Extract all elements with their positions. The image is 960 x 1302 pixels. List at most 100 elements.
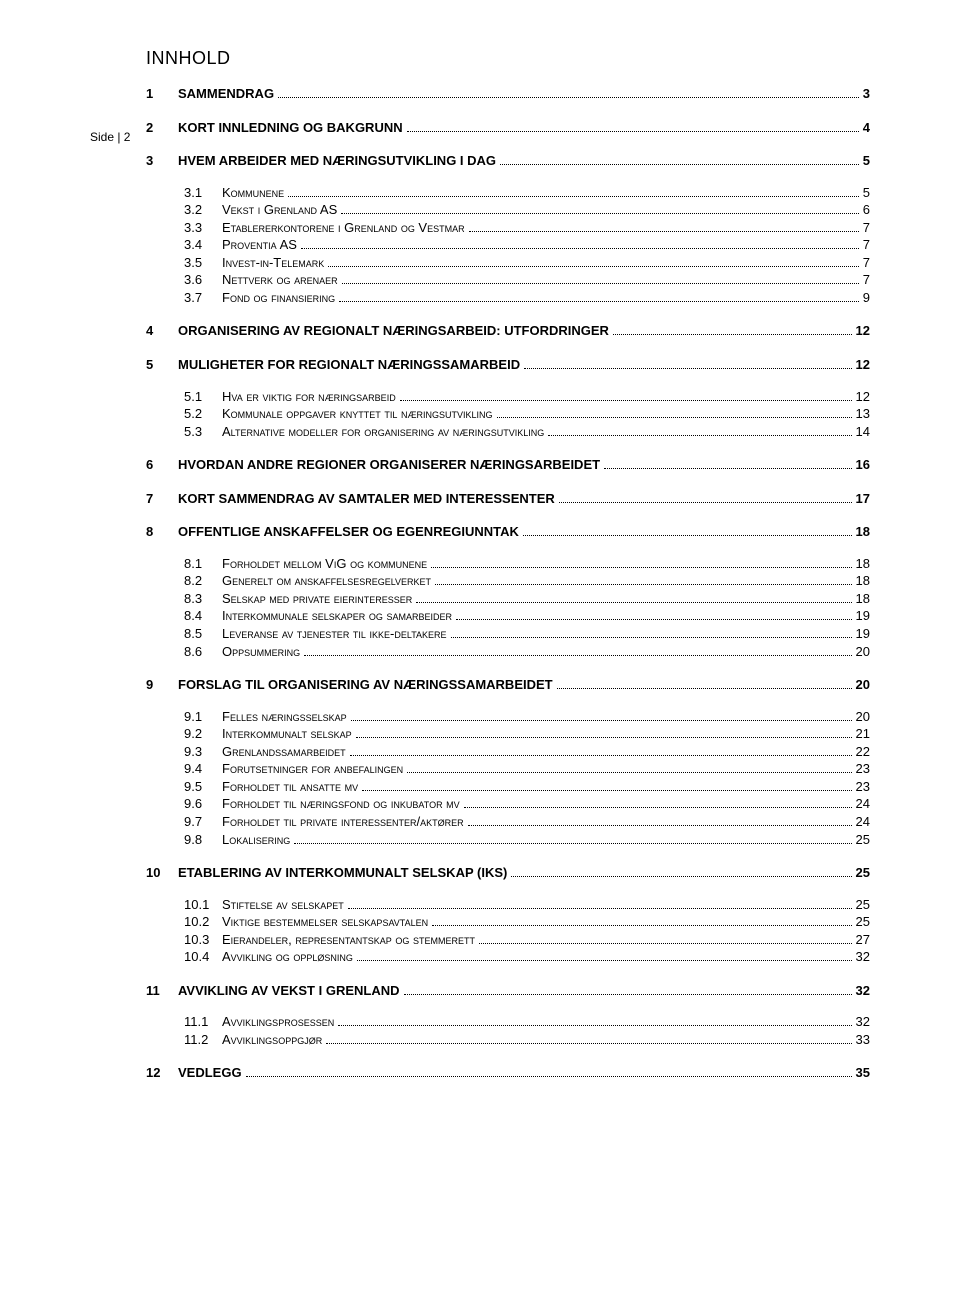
toc-number: 8.1 <box>184 555 218 573</box>
toc-page: 20 <box>856 643 870 661</box>
toc-page: 7 <box>863 271 870 289</box>
toc-row: 8.1Forholdet mellom ViG og kommunene 18 <box>184 555 870 573</box>
toc-number: 3.5 <box>184 254 218 272</box>
toc-page: 25 <box>856 913 870 931</box>
toc-number: 5.3 <box>184 423 218 441</box>
toc-number: 4 <box>146 322 174 340</box>
toc-label: Lokalisering <box>222 831 290 849</box>
toc-row: 3.5Invest-in-Telemark7 <box>184 254 870 272</box>
toc-number: 11.2 <box>184 1031 218 1049</box>
toc-leader-dots <box>338 1025 851 1026</box>
toc-page: 20 <box>856 708 870 726</box>
toc-leader-dots <box>432 925 851 926</box>
toc-row: 9.6Forholdet til næringsfond og inkubato… <box>184 795 870 813</box>
toc-row: 8.6Oppsummering20 <box>184 643 870 661</box>
toc-number: 9.5 <box>184 778 218 796</box>
toc-row: 9FORSLAG TIL ORGANISERING AV NÆRINGSSAMA… <box>146 676 870 694</box>
toc-row: 3.2Vekst i Grenland AS6 <box>184 201 870 219</box>
toc-label: Viktige bestemmelser selskapsavtalen <box>222 913 428 931</box>
toc-leader-dots <box>356 737 852 738</box>
toc-row: 10.2Viktige bestemmelser selskapsavtalen… <box>184 913 870 931</box>
toc-row: 9.3Grenlandssamarbeidet22 <box>184 743 870 761</box>
toc-number: 11.1 <box>184 1013 218 1031</box>
toc-label: KORT INNLEDNING OG BAKGRUNN <box>178 119 403 137</box>
page-title: INNHOLD <box>146 48 870 69</box>
toc-page: 9 <box>863 289 870 307</box>
toc-label: Fond og finansiering <box>222 289 335 307</box>
toc-label: SAMMENDRAG <box>178 85 274 103</box>
toc-leader-dots <box>400 400 852 401</box>
toc-label: FORSLAG TIL ORGANISERING AV NÆRINGSSAMAR… <box>178 676 553 694</box>
toc-number: 3.7 <box>184 289 218 307</box>
toc-row: 9.7Forholdet til private interessenter/a… <box>184 813 870 831</box>
toc-row: 12VEDLEGG35 <box>146 1064 870 1082</box>
toc-row: 9.1Felles næringsselskap20 <box>184 708 870 726</box>
toc-leader-dots <box>328 266 859 267</box>
toc-number: 8.4 <box>184 607 218 625</box>
toc-number: 12 <box>146 1064 174 1082</box>
toc-leader-dots <box>326 1043 851 1044</box>
toc-row: 5.2Kommunale oppgaver knyttet til næring… <box>184 405 870 423</box>
toc-number: 9.7 <box>184 813 218 831</box>
toc-number: 9.3 <box>184 743 218 761</box>
toc-label: Etablererkontorene i Grenland og Vestmar <box>222 219 465 237</box>
toc-leader-dots <box>479 943 852 944</box>
toc-label: Leveranse av tjenester til ikke-deltaker… <box>222 625 447 643</box>
toc-row: 7KORT SAMMENDRAG AV SAMTALER MED INTERES… <box>146 490 870 508</box>
toc-row: 5MULIGHETER FOR REGIONALT NÆRINGSSAMARBE… <box>146 356 870 374</box>
toc-page: 19 <box>856 607 870 625</box>
toc-row: 9.4Forutsetninger for anbefalingen23 <box>184 760 870 778</box>
toc-number: 3.6 <box>184 271 218 289</box>
toc-row: 10.3Eierandeler, representantskap og ste… <box>184 931 870 949</box>
toc-leader-dots <box>464 807 852 808</box>
toc-label: Forutsetninger for anbefalingen <box>222 760 403 778</box>
toc-number: 2 <box>146 119 174 137</box>
toc-row: 1SAMMENDRAG3 <box>146 85 870 103</box>
toc-page: 17 <box>856 490 870 508</box>
toc-leader-dots <box>294 843 851 844</box>
toc-leader-dots <box>407 772 851 773</box>
toc-page: 18 <box>856 555 870 573</box>
toc-number: 11 <box>146 982 174 1000</box>
toc-number: 9.1 <box>184 708 218 726</box>
toc-number: 1 <box>146 85 174 103</box>
toc-label: Interkommunale selskaper og samarbeider <box>222 607 452 625</box>
toc-row: 3HVEM ARBEIDER MED NÆRINGSUTVIKLING I DA… <box>146 152 870 170</box>
toc-label: Forholdet mellom ViG og kommunene <box>222 555 427 573</box>
toc-leader-dots <box>559 502 852 503</box>
toc-row: 3.3Etablererkontorene i Grenland og Vest… <box>184 219 870 237</box>
toc-row: 2KORT INNLEDNING OG BAKGRUNN4 <box>146 119 870 137</box>
toc-number: 3.4 <box>184 236 218 254</box>
toc-row: 9.8Lokalisering25 <box>184 831 870 849</box>
toc-row: 3.1Kommunene5 <box>184 184 870 202</box>
toc-row: 5.1Hva er viktig for næringsarbeid12 <box>184 388 870 406</box>
toc-page: 24 <box>856 813 870 831</box>
toc-row: 3.7Fond og finansiering 9 <box>184 289 870 307</box>
toc-label: OFFENTLIGE ANSKAFFELSER OG EGENREGIUNNTA… <box>178 523 519 541</box>
toc-page: 22 <box>856 743 870 761</box>
toc-label: Vekst i Grenland AS <box>222 201 337 219</box>
toc-row: 3.6Nettverk og arenaer7 <box>184 271 870 289</box>
toc-label: Avvikling og oppløsning <box>222 948 353 966</box>
toc-leader-dots <box>548 435 851 436</box>
toc-label: AVVIKLING AV VEKST I GRENLAND <box>178 982 400 1000</box>
toc-number: 9.2 <box>184 725 218 743</box>
toc-page: 7 <box>863 236 870 254</box>
toc-label: Avviklingsoppgjør <box>222 1031 322 1049</box>
toc-number: 3.2 <box>184 201 218 219</box>
toc-leader-dots <box>278 97 859 98</box>
toc-label: Hva er viktig for næringsarbeid <box>222 388 396 406</box>
toc-leader-dots <box>246 1076 852 1077</box>
toc-label: Forholdet til næringsfond og inkubator m… <box>222 795 460 813</box>
toc-page: 23 <box>856 760 870 778</box>
toc-row: 9.5Forholdet til ansatte mv23 <box>184 778 870 796</box>
toc-page: 7 <box>863 254 870 272</box>
toc-number: 8.5 <box>184 625 218 643</box>
toc-row: 6HVORDAN ANDRE REGIONER ORGANISERER NÆRI… <box>146 456 870 474</box>
toc-page: 19 <box>856 625 870 643</box>
toc-page: 18 <box>856 523 870 541</box>
toc-number: 9.8 <box>184 831 218 849</box>
toc-label: Kommunale oppgaver knyttet til næringsut… <box>222 405 493 423</box>
toc-leader-dots <box>469 231 859 232</box>
toc-number: 3.1 <box>184 184 218 202</box>
